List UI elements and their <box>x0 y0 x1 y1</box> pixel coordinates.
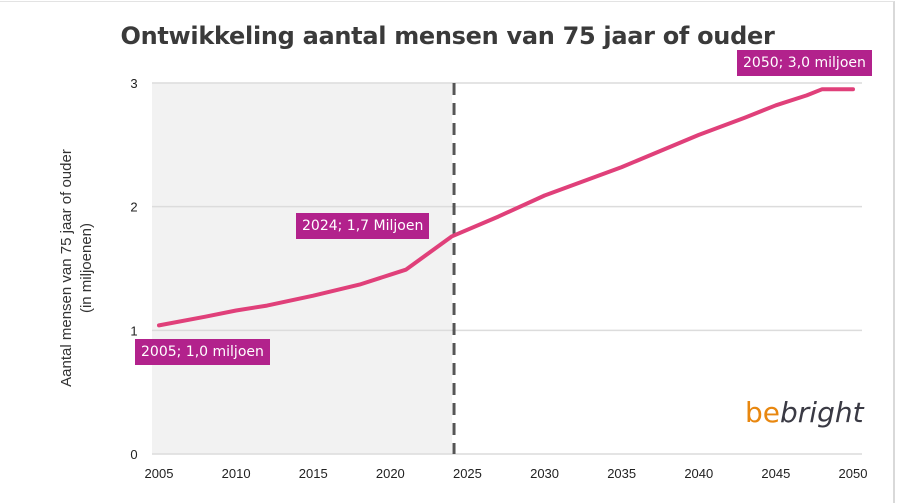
shaded-history-region <box>152 83 453 454</box>
x-tick-label: 2035 <box>607 466 636 481</box>
annotation-2005: 2005; 1,0 miljoen <box>135 339 270 365</box>
x-tick-label: 2045 <box>761 466 790 481</box>
logo-bright: bright <box>780 396 864 429</box>
x-tick-label: 2030 <box>530 466 559 481</box>
x-tick-label: 2005 <box>145 466 174 481</box>
x-tick-label: 2020 <box>376 466 405 481</box>
annotation-2050: 2050; 3,0 miljoen <box>737 50 872 76</box>
y-tick-label: 0 <box>130 447 137 462</box>
y-tick-label: 3 <box>130 76 137 91</box>
series-line <box>157 87 855 328</box>
x-tick-label: 2050 <box>839 466 868 481</box>
y-tick-label: 1 <box>130 323 137 338</box>
x-tick-label: 2010 <box>222 466 251 481</box>
chart-title: Ontwikkeling aantal mensen van 75 jaar o… <box>120 22 775 50</box>
y-tick-label: 2 <box>130 200 137 215</box>
logo-be: be <box>745 396 780 429</box>
x-tick-label: 2040 <box>684 466 713 481</box>
x-tick-label: 2025 <box>453 466 482 481</box>
x-tick-label: 2015 <box>299 466 328 481</box>
bebright-logo: bebright <box>745 396 864 429</box>
annotation-2024: 2024; 1,7 Miljoen <box>296 213 430 239</box>
